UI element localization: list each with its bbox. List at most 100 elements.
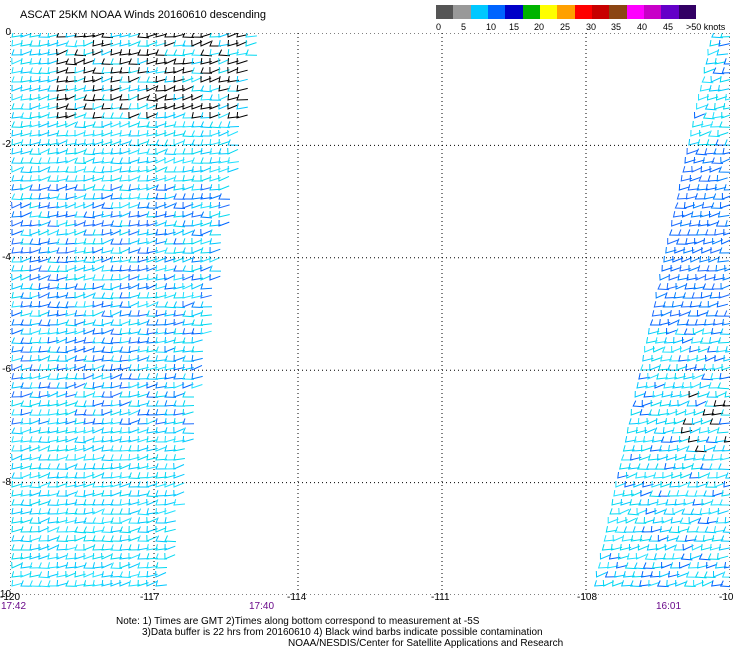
wind-barb	[674, 499, 686, 506]
wind-barb	[47, 508, 60, 515]
wind-barb	[83, 112, 96, 119]
wind-barb	[688, 138, 700, 146]
wind-barb	[101, 526, 114, 533]
wind-barb	[604, 571, 617, 578]
wind-barb	[11, 247, 23, 254]
wind-barb	[137, 130, 149, 137]
wind-barb	[191, 33, 204, 38]
wind-barb	[83, 390, 95, 398]
wind-barb	[56, 436, 68, 443]
wind-barb	[29, 517, 42, 524]
wind-barb	[708, 130, 720, 138]
wind-barb	[110, 571, 123, 578]
wind-barb	[137, 535, 150, 542]
wind-barb	[637, 543, 649, 551]
wind-barb	[695, 273, 707, 281]
wind-barb	[702, 409, 715, 416]
wind-barb	[640, 490, 652, 497]
wind-barb	[20, 273, 32, 281]
wind-barb	[101, 85, 113, 92]
wind-barb	[164, 67, 176, 74]
wind-barb	[218, 93, 230, 101]
wind-barb	[699, 85, 712, 92]
wind-barb	[137, 337, 149, 344]
wind-barb	[691, 543, 703, 551]
wind-barb	[74, 157, 87, 164]
wind-barb	[191, 354, 203, 362]
wind-barb	[65, 246, 77, 254]
wind-barb	[101, 499, 114, 506]
wind-barb	[29, 399, 41, 407]
wind-barb	[671, 471, 683, 479]
wind-barb	[173, 75, 185, 83]
wind-barb	[665, 499, 678, 506]
wind-barb	[56, 561, 68, 569]
wind-barb	[11, 499, 24, 506]
wind-barb	[705, 310, 718, 317]
wind-barb	[74, 318, 86, 326]
wind-barb	[705, 58, 718, 65]
wind-barb	[74, 453, 86, 461]
wind-barb	[668, 273, 680, 281]
wind-barb	[110, 103, 122, 110]
wind-barb	[56, 229, 68, 236]
wind-barb	[669, 562, 682, 569]
wind-barb	[110, 211, 122, 218]
wind-barb	[47, 472, 60, 479]
wind-barb	[11, 93, 23, 101]
wind-barb	[717, 85, 730, 92]
wind-barb	[83, 238, 96, 245]
wind-barb	[639, 409, 652, 416]
scale-swatch	[487, 5, 506, 19]
wind-barb	[687, 310, 700, 317]
wind-barb	[56, 409, 68, 416]
wind-barb	[101, 445, 113, 452]
wind-barb	[29, 166, 42, 173]
wind-barb	[119, 94, 132, 101]
wind-barb	[65, 49, 78, 56]
wind-barb	[29, 184, 42, 191]
wind-barb	[653, 301, 666, 308]
wind-barb	[200, 327, 212, 335]
wind-barb	[128, 282, 140, 290]
wind-barb	[20, 220, 33, 227]
wind-barb	[155, 445, 167, 452]
wind-barb	[110, 165, 122, 173]
wind-barb	[38, 525, 50, 533]
wind-barb	[694, 490, 706, 497]
wind-barb	[164, 301, 177, 309]
wind-barb	[227, 165, 239, 173]
wind-barb	[20, 516, 32, 524]
wind-barb	[65, 435, 77, 443]
wind-barb	[688, 516, 700, 524]
wind-barb	[47, 94, 59, 101]
wind-barb	[56, 364, 68, 371]
wind-barb	[137, 49, 150, 56]
wind-barb	[128, 300, 140, 308]
wind-barb	[47, 337, 59, 344]
wind-barb	[47, 418, 59, 425]
wind-barb	[699, 463, 712, 470]
wind-barb	[65, 570, 77, 578]
wind-barb	[191, 102, 203, 110]
wind-barb	[47, 265, 60, 273]
wind-barb	[155, 237, 167, 245]
wind-barb	[671, 301, 684, 308]
wind-barb	[182, 75, 194, 83]
wind-barb	[146, 480, 158, 488]
wind-barb	[56, 427, 68, 434]
wind-barb	[101, 255, 113, 263]
scale-label: 35	[611, 22, 622, 32]
wind-barb	[646, 544, 659, 551]
wind-barb	[674, 202, 687, 209]
wind-barb	[723, 310, 730, 317]
wind-barb	[38, 372, 50, 380]
wind-barb	[191, 363, 203, 371]
wind-barb	[74, 544, 86, 551]
wind-barb	[640, 570, 653, 578]
wind-barb	[218, 33, 230, 38]
wind-barb	[20, 571, 32, 578]
wind-barb	[83, 138, 95, 146]
wind-barb	[707, 219, 719, 227]
wind-barb	[650, 525, 662, 533]
